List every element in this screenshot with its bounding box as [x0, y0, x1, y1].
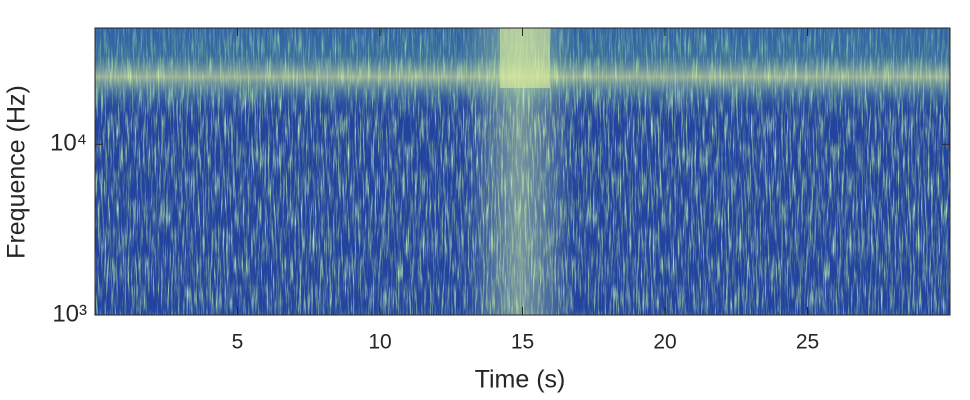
y-tick-label: 10³ [52, 300, 87, 327]
x-tick-label: 15 [511, 331, 534, 354]
y-tick-label: 10⁴ [50, 130, 87, 157]
x-tick-label: 10 [368, 331, 391, 354]
y-axis-label: Frequence (Hz) [3, 85, 31, 259]
x-tick-label: 20 [653, 331, 676, 354]
x-tick-label: 5 [232, 331, 244, 354]
x-tick-label: 25 [796, 331, 819, 354]
spectrogram-image [95, 28, 950, 315]
x-axis-label: Time (s) [475, 366, 566, 394]
